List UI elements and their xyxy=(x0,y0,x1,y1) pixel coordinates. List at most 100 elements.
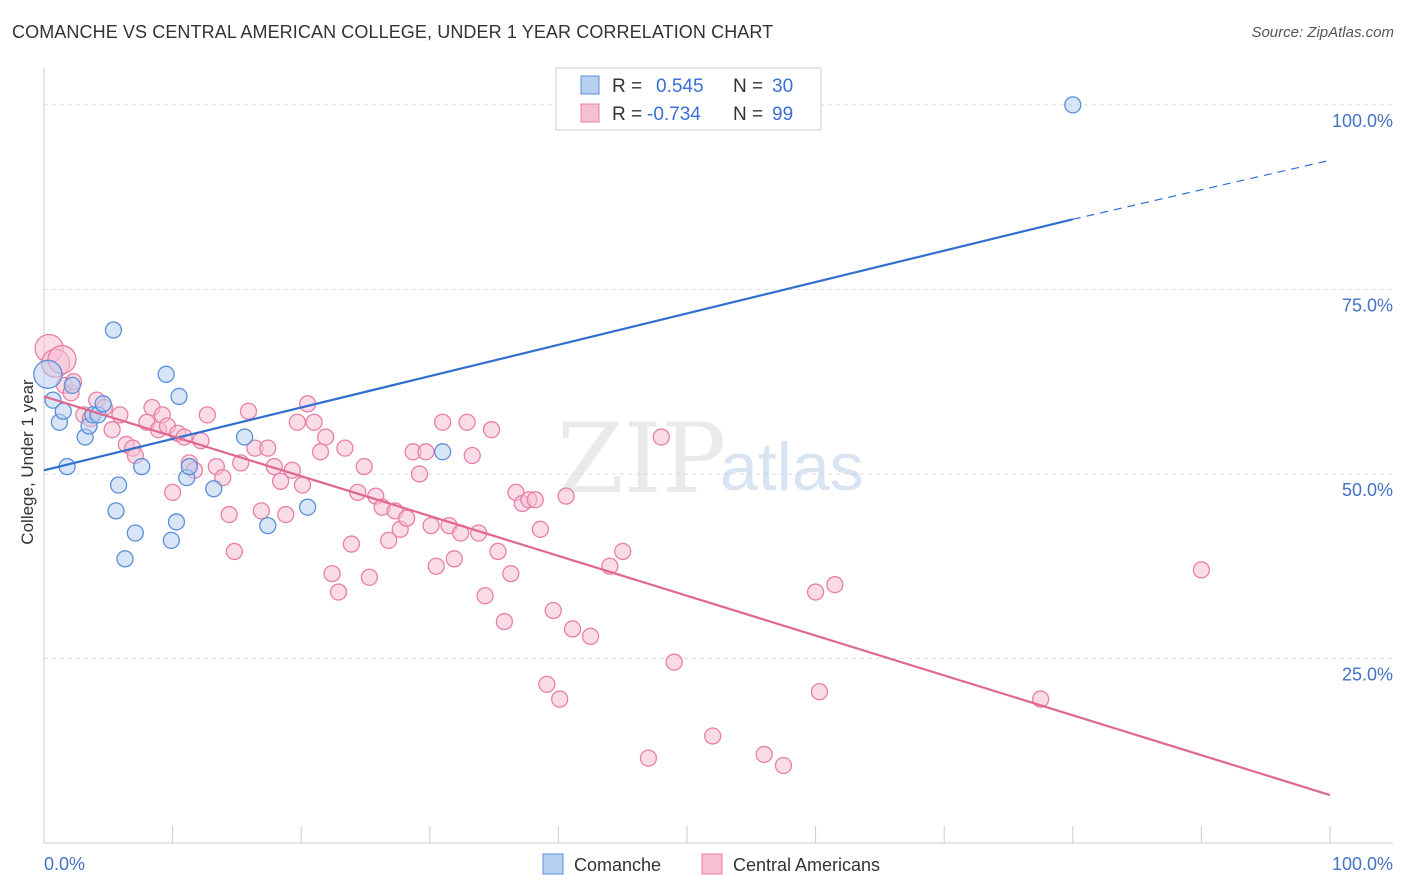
central-americans-point-34 xyxy=(252,502,270,520)
y-axis-label: College, Under 1 year xyxy=(18,379,37,545)
comanche-point-16 xyxy=(133,457,151,476)
comanche-point-22 xyxy=(180,457,198,476)
comanche-point-12 xyxy=(107,502,125,520)
central-americans-point-63 xyxy=(427,557,445,575)
central-americans-point-99 xyxy=(1192,561,1211,579)
central-americans-point-90 xyxy=(652,428,670,446)
legend-r-value-1: 0.545 xyxy=(656,76,704,97)
central-americans-point-36 xyxy=(265,457,283,476)
central-americans-point-37 xyxy=(271,472,290,490)
central-americans-point-49 xyxy=(342,535,361,553)
comanche-point-19 xyxy=(167,513,186,531)
bottom-legend-swatch-central-americans xyxy=(701,853,723,875)
legend-r-label-1: R = xyxy=(612,76,642,97)
central-americans-point-47 xyxy=(329,583,348,601)
central-americans-trend-line xyxy=(43,395,1331,797)
central-americans-point-58 xyxy=(398,509,416,527)
central-americans-point-52 xyxy=(360,568,379,586)
central-americans-point-55 xyxy=(379,531,398,550)
central-americans-point-91 xyxy=(665,653,683,671)
central-americans-point-72 xyxy=(482,421,501,439)
comanche-trend-extension xyxy=(1072,159,1331,220)
legend-r-label-2: R = xyxy=(612,104,642,125)
central-americans-point-95 xyxy=(806,583,825,601)
central-americans-point-62 xyxy=(422,516,440,535)
central-americans-point-44 xyxy=(311,443,330,461)
comanche-trend-line xyxy=(43,218,1074,472)
central-americans-point-73 xyxy=(489,542,507,561)
axes xyxy=(43,68,1393,844)
comanche-point-28 xyxy=(1064,96,1082,114)
central-americans-point-71 xyxy=(476,587,494,605)
central-americans-point-82 xyxy=(544,601,562,620)
comanche-point-27 xyxy=(434,443,452,461)
central-americans-point-97 xyxy=(826,576,844,594)
central-americans-point-88 xyxy=(614,542,632,561)
central-americans-point-20 xyxy=(163,483,182,502)
central-americans-point-46 xyxy=(323,564,341,583)
central-americans-point-28 xyxy=(214,468,232,487)
central-americans-point-26 xyxy=(198,406,216,424)
comanche-point-11 xyxy=(104,321,123,339)
comanche-point-15 xyxy=(126,524,144,542)
watermark-atlas: atlas xyxy=(720,429,864,505)
x-tick-label-right: 100.0% xyxy=(1332,854,1393,874)
legend-r-value-2: -0.734 xyxy=(647,104,701,125)
central-americans-point-80 xyxy=(531,520,550,538)
bottom-legend-swatch-comanche xyxy=(542,853,564,875)
watermark-zip: ZIP xyxy=(557,403,726,515)
central-americans-point-83 xyxy=(551,690,569,708)
central-americans-point-84 xyxy=(557,487,575,505)
bottom-legend-label-comanche: Comanche xyxy=(574,855,661,875)
trend-lines xyxy=(43,159,1331,797)
central-americans-point-45 xyxy=(316,428,335,446)
comanche-point-0 xyxy=(33,359,63,389)
comanche-point-13 xyxy=(109,476,128,494)
central-americans-point-68 xyxy=(458,413,476,431)
y-tick-label-25: 25.0% xyxy=(1342,664,1393,684)
central-americans-point-40 xyxy=(288,413,306,431)
central-americans-point-69 xyxy=(463,446,481,465)
y-tick-label-75: 75.0% xyxy=(1342,295,1393,315)
central-americans-point-75 xyxy=(502,564,520,583)
legend-n-value-1: 30 xyxy=(772,76,793,97)
legend-n-label-1: N = xyxy=(733,76,763,97)
bottom-legend: Comanche Central Americans xyxy=(542,853,880,875)
legend-swatch-pink xyxy=(580,103,600,123)
comanche-point-24 xyxy=(235,428,254,446)
central-americans-point-64 xyxy=(434,413,452,431)
central-americans-point-94 xyxy=(774,756,793,775)
comanche-point-20 xyxy=(170,387,188,406)
comanche-point-23 xyxy=(205,480,223,498)
y-tick-label-100: 100.0% xyxy=(1332,111,1393,131)
central-americans-point-92 xyxy=(704,727,722,745)
central-americans-point-32 xyxy=(239,402,258,420)
central-americans-point-81 xyxy=(538,675,556,693)
central-americans-point-29 xyxy=(220,505,238,524)
central-americans-point-61 xyxy=(417,443,435,461)
central-americans-point-89 xyxy=(639,749,658,767)
legend-n-value-2: 99 xyxy=(772,104,793,125)
central-americans-point-96 xyxy=(810,683,829,701)
grid xyxy=(44,104,1393,659)
central-americans-point-51 xyxy=(355,457,373,476)
bottom-legend-label-central-americans: Central Americans xyxy=(733,855,880,875)
comanche-point-18 xyxy=(162,531,180,550)
central-americans-point-66 xyxy=(445,550,463,568)
legend-swatch-blue xyxy=(580,75,600,95)
legend-box: R = 0.545 N = 30 R = -0.734 N = 99 xyxy=(555,67,822,131)
central-americans-point-38 xyxy=(277,505,295,524)
comanche-point-5 xyxy=(63,376,81,395)
central-americans-point-43 xyxy=(305,413,323,431)
central-americans-point-74 xyxy=(495,612,514,631)
central-americans-point-85 xyxy=(563,620,582,638)
source-label: Source: ZipAtlas.com xyxy=(1251,24,1394,41)
y-tick-label-50: 50.0% xyxy=(1342,480,1393,500)
comanche-point-10 xyxy=(94,395,112,413)
central-americans-point-79 xyxy=(526,491,544,509)
comanche-point-26 xyxy=(298,498,317,516)
chart-title: COMANCHE VS CENTRAL AMERICAN COLLEGE, UN… xyxy=(12,22,774,42)
comanche-point-25 xyxy=(259,516,277,535)
central-americans-point-10 xyxy=(103,421,121,439)
x-tick-label-left: 0.0% xyxy=(44,854,85,874)
